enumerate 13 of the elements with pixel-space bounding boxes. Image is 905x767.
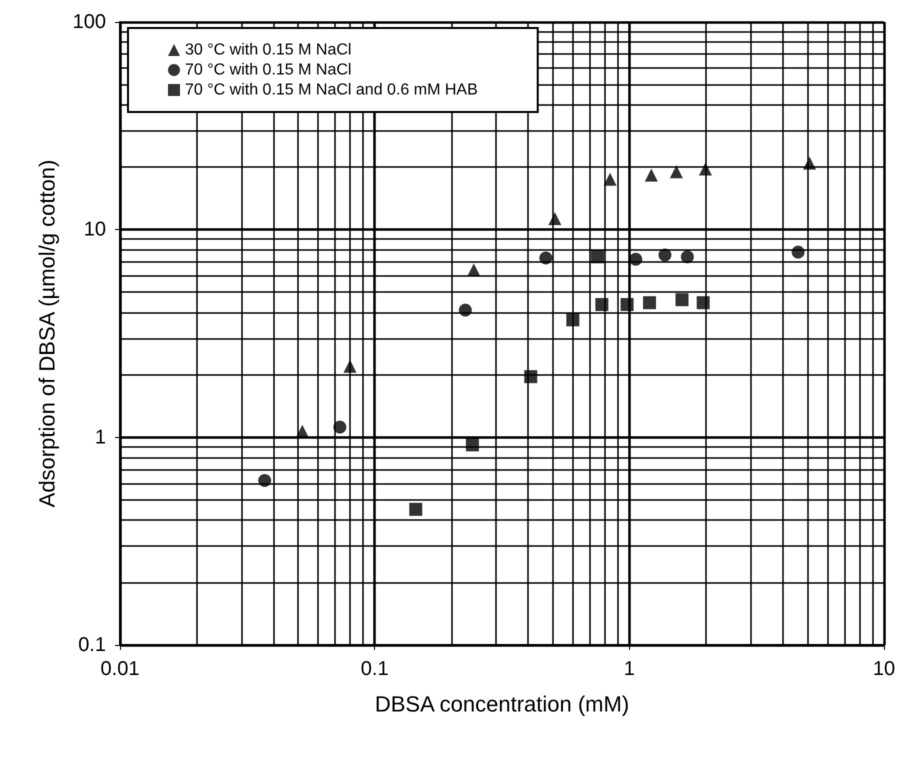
x-tick-label: 10 xyxy=(872,658,896,680)
x-tick-label: 0.1 xyxy=(360,658,389,680)
legend-label: 30 °C with 0.15 M NaCl xyxy=(185,42,352,58)
y-tick-label: 0.1 xyxy=(78,634,106,656)
x-tick-label: 0.01 xyxy=(100,658,140,680)
x-axis-title: DBSA concentration (mM) xyxy=(374,692,630,716)
y-tick-label: 1 xyxy=(94,426,106,448)
y-tick-label: 100 xyxy=(72,11,106,33)
x-tick-label: 1 xyxy=(624,658,635,680)
legend-label: 70 °C with 0.15 M NaCl and 0.6 mM HAB xyxy=(185,82,478,98)
y-tick-label: 10 xyxy=(84,218,106,241)
legend-label: 70 °C with 0.15 M NaCl xyxy=(185,62,352,78)
y-axis-title: Adsorption of DBSA (µmol/g cotton) xyxy=(34,160,60,508)
